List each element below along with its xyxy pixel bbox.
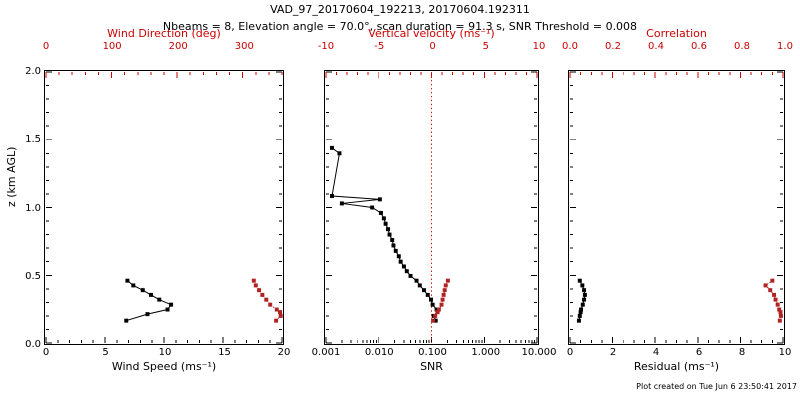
y-tick-label: 2.0 xyxy=(25,66,41,77)
panel-wind-bottom-tick-label: 5 xyxy=(102,347,109,358)
panel-wind-bottom-axis-label: Wind Speed (ms⁻¹) xyxy=(111,360,217,373)
panel-residual-bottom-tick-label: 10 xyxy=(778,347,792,358)
panel-snr-bottom-tick-label: 1.000 xyxy=(471,347,501,358)
panel-residual: Correlation Residual (ms⁻¹) 0.0 0.2 0.4 0.6… xyxy=(562,28,793,372)
panel-residual-top-tick-label: 0.8 xyxy=(734,41,750,52)
panel-snr: Vertical velocity (ms⁻¹) SNR -10 -5 0 5 10 0.… xyxy=(312,28,557,372)
plot-subtitle: Nbeams = 8, Elevation angle = 70.0°, sca… xyxy=(162,20,638,33)
panel-snr-bottom-tick-label: 0.001 xyxy=(311,347,341,358)
panel-residual-top-tick-label: 0.0 xyxy=(562,41,578,52)
panel-wind-top-tick-label: 300 xyxy=(234,41,254,52)
panel-wind-top-tick-label: 0 xyxy=(42,41,50,52)
panel-snr-top-tick-label: 0 xyxy=(429,41,436,52)
panel-residual-bottom-axis-label: Residual (ms⁻¹) xyxy=(633,360,720,373)
panel-residual-top-tick-label: 1.0 xyxy=(777,41,793,52)
panel-wind-bottom-tick-label: 15 xyxy=(218,347,231,358)
panel-wind-bottom-tick-label: 0 xyxy=(42,347,50,358)
y-axis-title: z (km AGL) xyxy=(5,146,18,207)
panel-snr-bottom-tick-label: 10.000 xyxy=(521,347,557,358)
panel-residual-bottom-tick-label: 2 xyxy=(609,347,617,358)
panel-residual-top-tick-label: 0.4 xyxy=(648,41,664,52)
panel-wind-top-tick-label: 100 xyxy=(102,41,122,52)
panel-wind-graphics xyxy=(45,71,283,344)
panel-residual-top-tick-label: 0.6 xyxy=(691,41,707,52)
panel-wind-bottom-tick-label: 20 xyxy=(277,347,291,358)
panel-wind-top-tick-label: 200 xyxy=(168,41,188,52)
panel-snr-graphics xyxy=(325,71,538,344)
y-tick-label: 0.0 xyxy=(25,339,41,350)
panel-wind: Wind Direction (deg) Wind Speed (ms⁻¹) 0… xyxy=(25,28,290,372)
panel-residual-bottom-tick-label: 0 xyxy=(566,347,574,358)
panel-snr-top-tick-label: 5 xyxy=(482,41,489,52)
panel-snr-top-tick-label: -10 xyxy=(317,41,335,52)
panel-snr-bottom-tick-label: 0.100 xyxy=(418,347,447,358)
panel-residual-bottom-tick-label: 8 xyxy=(738,347,746,358)
panel-residual-bottom-tick-label: 4 xyxy=(652,347,660,358)
y-tick-label: 0.5 xyxy=(25,270,41,282)
panel-snr-top-tick-label: 10 xyxy=(532,41,546,52)
panel-residual-top-tick-label: 0.2 xyxy=(605,41,621,52)
y-tick-label: 1.0 xyxy=(25,202,41,214)
panel-snr-bottom-tick-label: 0.010 xyxy=(364,347,394,358)
panel-residual-graphics xyxy=(569,71,784,344)
panel-snr-top-axis-label: Vertical velocity (ms⁻¹) xyxy=(368,27,495,40)
panel-residual-bottom-tick-label: 6 xyxy=(695,347,703,358)
panel-residual-top-axis-label: Correlation xyxy=(646,27,707,40)
panel-snr-top-tick-label: -5 xyxy=(374,41,385,52)
panel-wind-top-axis-label: Wind Direction (deg) xyxy=(107,27,221,40)
y-tick-label: 1.5 xyxy=(25,134,41,146)
panel-wind-bottom-tick-label: 10 xyxy=(158,347,172,358)
panel-snr-bottom-axis-label: SNR xyxy=(420,360,443,373)
plot-created-footer: Plot created on Tue Jun 6 23:50:41 2017 xyxy=(636,382,797,391)
plot-title: VAD_97_20170604_192213, 20170604.192311 xyxy=(270,3,530,16)
